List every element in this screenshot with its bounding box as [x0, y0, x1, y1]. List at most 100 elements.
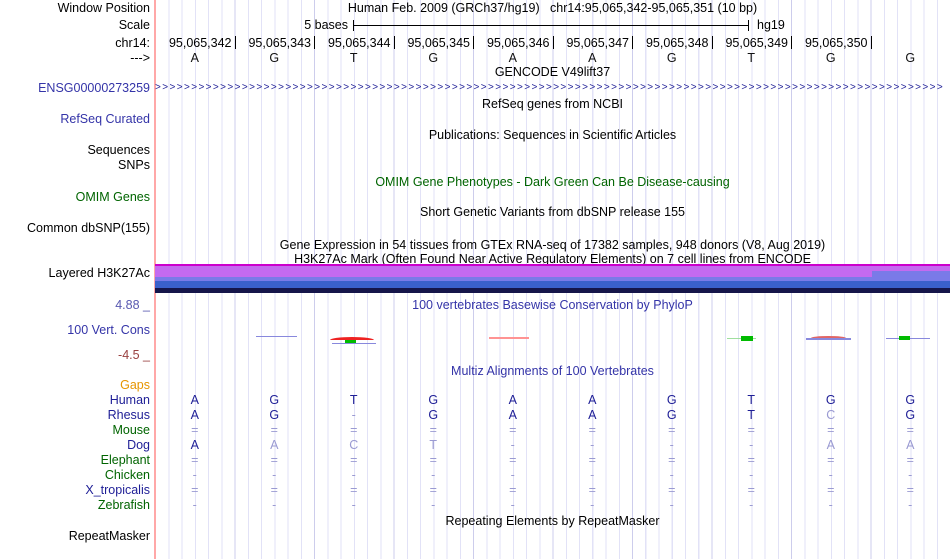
phylop-mark: [899, 336, 910, 340]
gene-strand-arrows[interactable]: >>>>>>>>>>>>>>>>>>>>>>>>>>>>>>>>>>>>>>>>…: [155, 82, 945, 93]
multiz-align-cell: -: [192, 498, 197, 512]
phylop-mark: [806, 338, 851, 340]
multiz-align-cell: -: [669, 498, 674, 512]
h3k27ac-signal-bar: [155, 277, 950, 281]
multiz-align-cell: T: [429, 438, 438, 452]
multiz-species-label-x_tropicalis[interactable]: X_tropicalis: [85, 483, 150, 497]
multiz-align-cell: -: [669, 438, 674, 452]
assembly-title: Human Feb. 2009 (GRCh37/hg19): [347, 1, 540, 15]
multiz-align-cell: A: [508, 393, 517, 407]
multiz-align-cell: A: [508, 408, 517, 422]
h3k27ac-signal-bar: [155, 281, 950, 288]
multiz-species-label-elephant[interactable]: Elephant: [100, 453, 150, 467]
scale-bar-line: [353, 25, 748, 26]
multiz-align-cell: -: [510, 468, 515, 482]
multiz-align-cell: A: [270, 438, 279, 452]
track-title-repeatmasker[interactable]: Repeating Elements by RepeatMasker: [445, 514, 660, 528]
track-title-publications[interactable]: Publications: Sequences in Scientific Ar…: [428, 128, 677, 142]
h3k27ac-signal-bar: [872, 271, 950, 281]
multiz-species-label-chicken[interactable]: Chicken: [104, 468, 150, 482]
multiz-species-label-dog[interactable]: Dog: [127, 438, 150, 452]
track-title-omim[interactable]: OMIM Gene Phenotypes - Dark Green Can Be…: [375, 175, 730, 189]
track-title-h3k27ac[interactable]: H3K27Ac Mark (Often Found Near Active Re…: [294, 252, 811, 266]
scale-bar-label: 5 bases: [304, 18, 348, 32]
h3k27ac-signal-bar: [155, 264, 950, 266]
track-title-dbsnp[interactable]: Short Genetic Variants from dbSNP releas…: [420, 205, 685, 219]
multiz-align-cell: =: [588, 453, 596, 467]
header-title: Human Feb. 2009 (GRCh37/hg19) chr14:95,0…: [155, 1, 950, 16]
multiz-align-cell: =: [588, 483, 596, 497]
track-label-gaps[interactable]: Gaps: [120, 378, 150, 392]
multiz-align-cell: =: [191, 483, 199, 497]
track-label-100-vert-cons[interactable]: 100 Vert. Cons: [67, 323, 150, 337]
gene-id-label[interactable]: ENSG00000273259: [38, 81, 150, 95]
sequence-base: G: [428, 51, 439, 65]
multiz-align-cell: -: [590, 468, 595, 482]
scale-bar-left-bracket: [353, 20, 354, 31]
multiz-align-cell: =: [509, 423, 517, 437]
multiz-align-cell: -: [351, 468, 356, 482]
track-title-phylop[interactable]: 100 vertebrates Basewise Conservation by…: [412, 298, 693, 312]
ruler-tick: [314, 36, 315, 49]
multiz-align-cell: =: [668, 483, 676, 497]
phylop-max-value: 4.88 _: [115, 298, 150, 312]
multiz-align-cell: A: [190, 408, 199, 422]
multiz-align-cell: G: [666, 408, 677, 422]
window-position-label: Window Position: [57, 1, 150, 15]
track-label-h3k27ac[interactable]: Layered H3K27Ac: [48, 266, 150, 280]
track-label-repeatmasker[interactable]: RepeatMasker: [68, 529, 150, 543]
phylop-mark: [330, 337, 374, 340]
ruler-tick: [552, 36, 554, 49]
multiz-species-label-zebrafish[interactable]: Zebrafish: [97, 498, 150, 512]
multiz-species-label-mouse[interactable]: Mouse: [112, 423, 150, 437]
multiz-align-cell: C: [349, 438, 359, 452]
multiz-align-cell: =: [668, 423, 676, 437]
multiz-align-cell: =: [509, 453, 517, 467]
chromosome-label: chr14:: [115, 36, 150, 50]
multiz-align-cell: A: [190, 438, 199, 452]
multiz-align-cell: G: [428, 393, 439, 407]
multiz-align-cell: A: [190, 393, 199, 407]
track-label-refseq-curated[interactable]: RefSeq Curated: [60, 112, 150, 126]
multiz-align-cell: =: [827, 423, 835, 437]
h3k27ac-signal-bar: [155, 266, 950, 277]
header-spacer: [540, 1, 550, 15]
ruler-position-label: 95,065,342: [168, 36, 232, 50]
multiz-align-cell: G: [905, 393, 916, 407]
multiz-species-label-human[interactable]: Human: [109, 393, 150, 407]
multiz-align-cell: =: [270, 483, 278, 497]
track-title-multiz[interactable]: Multiz Alignments of 100 Vertebrates: [451, 364, 654, 378]
track-label-sequences[interactable]: Sequences: [87, 143, 150, 157]
multiz-align-cell: =: [906, 483, 914, 497]
ruler-position-label: 95,065,346: [486, 36, 550, 50]
position-title: chr14:95,065,342-95,065,351 (10 bp): [550, 1, 758, 15]
multiz-align-cell: =: [588, 423, 596, 437]
multiz-align-cell: -: [351, 408, 356, 422]
ruler-tick: [393, 36, 395, 49]
scale-bar-right-bracket: [748, 20, 749, 31]
multiz-align-cell: A: [826, 438, 835, 452]
multiz-align-cell: -: [749, 498, 754, 512]
multiz-align-cell: G: [666, 393, 677, 407]
track-label-dbsnp[interactable]: Common dbSNP(155): [27, 221, 150, 235]
phylop-mark: [741, 336, 753, 341]
track-label-omim-genes[interactable]: OMIM Genes: [75, 190, 150, 204]
ruler-position-label: 95,065,345: [407, 36, 470, 50]
track-title-refseq[interactable]: RefSeq genes from NCBI: [481, 97, 624, 111]
track-title-gtex[interactable]: Gene Expression in 54 tissues from GTEx …: [279, 238, 826, 252]
multiz-align-cell: G: [269, 393, 280, 407]
track-label-snps[interactable]: SNPs: [118, 158, 150, 172]
track-title-gencode[interactable]: GENCODE V49lift37: [494, 65, 611, 79]
multiz-align-cell: -: [908, 498, 913, 512]
multiz-align-cell: -: [749, 468, 754, 482]
multiz-align-cell: -: [351, 498, 356, 512]
sequence-base: G: [269, 51, 280, 65]
multiz-align-cell: =: [350, 423, 358, 437]
multiz-species-label-rhesus[interactable]: Rhesus: [107, 408, 150, 422]
ruler-position-label: 95,065,348: [645, 36, 709, 50]
multiz-align-cell: =: [270, 453, 278, 467]
multiz-align-cell: -: [510, 498, 515, 512]
multiz-align-cell: -: [590, 498, 595, 512]
sequence-base: A: [588, 51, 597, 65]
